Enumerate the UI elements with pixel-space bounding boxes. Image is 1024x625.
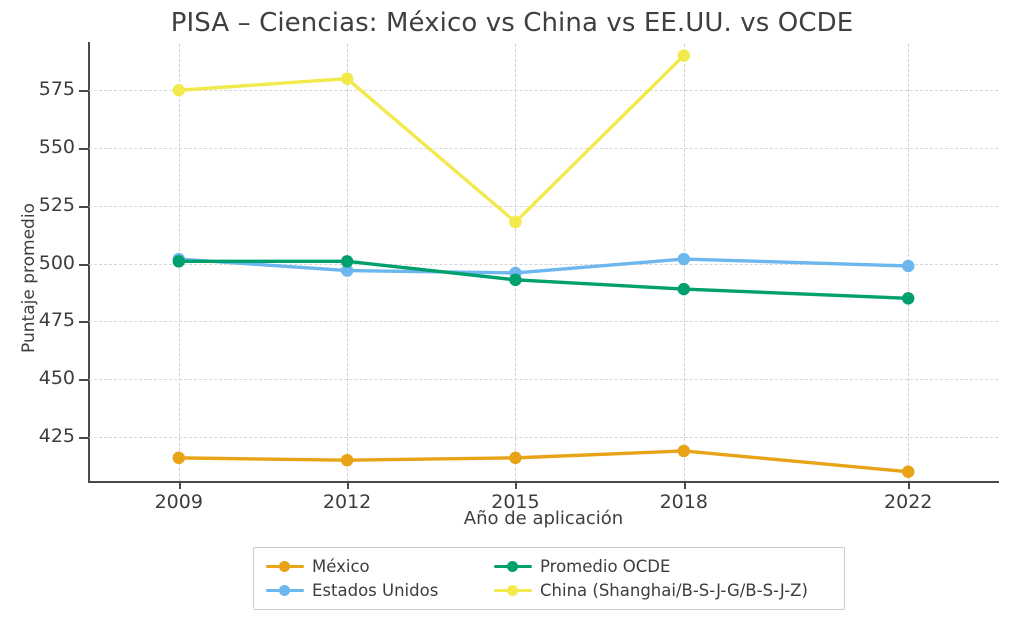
gridline-horizontal	[89, 379, 998, 381]
legend-swatch-icon	[494, 584, 532, 596]
y-tick-label: 450	[38, 367, 75, 390]
y-tick-label: 425	[38, 425, 75, 448]
y-axis-tick	[79, 321, 89, 324]
legend-entry[interactable]: Estados Unidos	[266, 578, 484, 602]
series-lines	[172, 49, 915, 478]
data-point-marker	[677, 282, 690, 296]
legend-swatch-icon	[266, 584, 304, 596]
y-tick-label: 575	[38, 78, 75, 101]
y-axis-tick	[79, 379, 89, 382]
data-point-marker	[172, 255, 185, 268]
data-point-marker	[677, 49, 690, 62]
legend-label: China (Shanghai/B-S-J-G/B-S-J-Z)	[540, 580, 808, 600]
y-tick-label: 500	[38, 251, 75, 274]
data-point-marker	[677, 252, 690, 266]
gridline-horizontal	[89, 321, 998, 323]
gridline-horizontal	[89, 205, 998, 207]
data-point-marker	[172, 84, 185, 97]
legend-entry[interactable]: Promedio OCDE	[494, 554, 834, 578]
x-axis-tick	[908, 481, 911, 489]
gridline-horizontal	[89, 263, 998, 265]
y-axis-tick	[79, 205, 89, 208]
data-point-marker	[677, 444, 690, 458]
gridline-horizontal	[89, 437, 998, 439]
legend-swatch-icon	[266, 560, 304, 572]
gridline-horizontal	[89, 90, 998, 92]
legend-label: Estados Unidos	[312, 580, 439, 600]
data-point-marker	[902, 465, 915, 478]
gridline-horizontal	[89, 148, 998, 150]
legend-label: Promedio OCDE	[540, 556, 671, 576]
data-point-marker	[340, 264, 354, 277]
x-axis-tick	[178, 481, 181, 489]
data-point-marker	[340, 255, 354, 268]
x-tick-label: 2015	[491, 491, 540, 513]
x-tick-label: 2012	[322, 491, 372, 513]
data-point-marker	[902, 292, 915, 305]
gridline-vertical	[515, 44, 517, 481]
y-axis-tick	[79, 148, 89, 151]
data-point-marker	[509, 451, 522, 465]
x-tick-label: 2009	[154, 491, 203, 513]
x-axis-label: Año de aplicación	[463, 508, 624, 529]
legend-entry[interactable]: México	[266, 554, 484, 578]
series-line	[177, 449, 910, 474]
data-point-marker	[902, 259, 915, 273]
y-axis-tick	[79, 437, 89, 440]
y-axis-tick	[79, 263, 89, 266]
x-axis-spine	[88, 481, 999, 483]
chart-title: PISA – Ciencias: México vs China vs EE.U…	[170, 8, 854, 38]
y-tick-label: 525	[38, 193, 75, 216]
data-point-marker	[509, 215, 522, 229]
legend-swatch-icon	[494, 560, 532, 572]
y-tick-label: 475	[38, 309, 75, 332]
y-axis-tick	[79, 90, 89, 93]
y-tick-label: 550	[38, 136, 75, 159]
chart-legend: México Promedio OCDE Estados Unidos China (…	[253, 547, 845, 610]
x-tick-label: 2018	[659, 491, 708, 513]
x-axis-tick	[683, 481, 686, 489]
data-point-marker	[172, 451, 185, 465]
data-point-marker	[340, 453, 354, 467]
x-tick-label: 2022	[884, 491, 933, 513]
series-line	[177, 53, 686, 224]
legend-entry[interactable]: China (Shanghai/B-S-J-G/B-S-J-Z)	[494, 578, 834, 602]
x-axis-tick	[347, 481, 350, 489]
plot-area: 425 450 475 500 525 550 575 2009 2012 2015 2018 20…	[39, 44, 998, 513]
data-point-marker	[340, 72, 354, 85]
data-point-marker	[509, 273, 522, 287]
y-axis-spine	[88, 42, 90, 483]
legend-label: México	[312, 556, 370, 576]
x-axis-tick	[515, 481, 518, 489]
